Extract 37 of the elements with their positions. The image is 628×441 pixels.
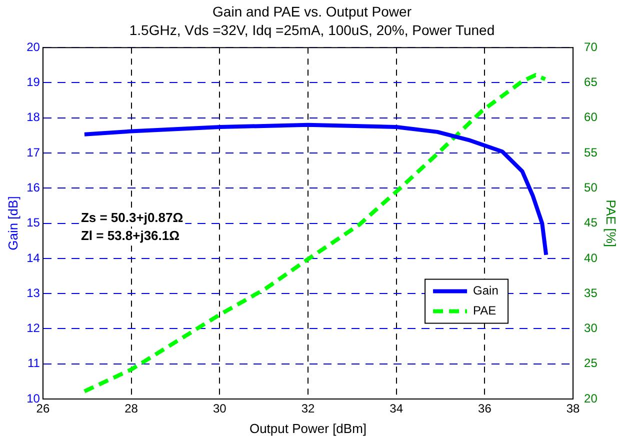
- y-tick-label: 18: [26, 110, 40, 124]
- x-tick-label: 38: [566, 402, 580, 416]
- chart-title: Gain and PAE vs. Output Power: [212, 3, 412, 20]
- y-tick-label: 15: [26, 216, 40, 230]
- legend-label: Gain: [473, 284, 498, 298]
- y2-axis-title: PAE [%]: [604, 200, 619, 248]
- y-axis-title: Gain [dB]: [5, 196, 20, 250]
- y2-tick-label: 20: [584, 391, 598, 406]
- x-tick-label: 36: [478, 402, 492, 416]
- y-tick-label: 13: [26, 286, 40, 300]
- y2-tick-label: 70: [584, 40, 598, 54]
- y2-tick-label: 55: [584, 145, 598, 160]
- annotation: Zs = 50.3+j0.87Ω: [80, 210, 184, 226]
- y2-tick-label: 60: [584, 110, 598, 124]
- y-tick-label: 20: [26, 40, 40, 54]
- y-tick-label: 12: [26, 321, 40, 336]
- y-tick-label: 17: [26, 145, 40, 160]
- x-axis-title: Output Power [dBm]: [249, 420, 367, 436]
- y2-tick-label: 45: [584, 216, 598, 230]
- y2-tick-label: 65: [584, 75, 598, 90]
- x-tick-label: 32: [301, 402, 315, 416]
- y-tick-label: 14: [26, 250, 40, 265]
- y-tick-label: 19: [26, 75, 40, 90]
- y2-tick-label: 50: [584, 180, 598, 194]
- y-tick-label: 11: [27, 356, 40, 370]
- y2-tick-label: 30: [584, 321, 598, 336]
- y2-tick-label: 40: [584, 250, 598, 265]
- chart-subtitle: 1.5GHz, Vds =32V, Idq =25mA, 100uS, 20%, Power Tuned: [129, 22, 495, 38]
- y2-tick-label: 25: [584, 356, 598, 370]
- x-tick-label: 28: [124, 402, 138, 416]
- y2-tick-label: 35: [584, 286, 598, 300]
- annotation: Zl = 53.8+j36.1Ω: [80, 228, 180, 244]
- legend-label: PAE: [473, 304, 496, 318]
- y-tick-label: 16: [26, 180, 40, 194]
- x-tick-label: 30: [212, 402, 227, 416]
- line-series: [82, 73, 548, 394]
- x-tick-label: 34: [390, 402, 404, 416]
